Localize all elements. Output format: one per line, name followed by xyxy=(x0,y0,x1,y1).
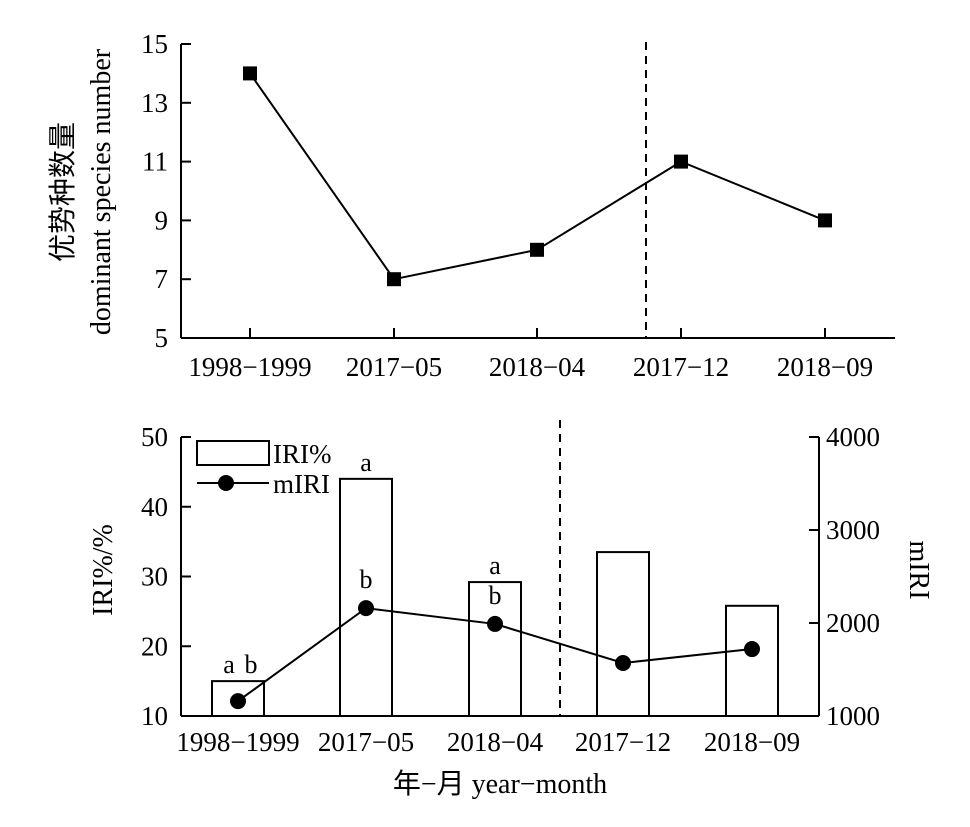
miri-point-2017-05 xyxy=(358,600,374,617)
left-ytick-label: 20 xyxy=(141,631,168,661)
top-ylabel-cn: 优势种数量 xyxy=(47,122,79,262)
left-ytick-label: 50 xyxy=(141,422,168,452)
legend-dot-miri xyxy=(218,475,234,491)
top-ytick-label: 7 xyxy=(155,264,169,294)
top-point-2017-12 xyxy=(674,154,688,169)
right-ytick-label: 4000 xyxy=(826,422,880,452)
miri-sig-label: b xyxy=(245,650,258,679)
bottom-xtick-label: 2018−04 xyxy=(447,727,544,757)
legend: IRI% mIRI xyxy=(196,439,331,499)
top-y-ticks: 5 7 9 11 13 15 xyxy=(141,29,191,353)
top-point-2017-05 xyxy=(387,272,401,287)
bottom-x-ticks: 1998−1999 2017−05 2018−04 2017−12 2018−09 xyxy=(176,727,800,757)
miri-point-1998-1999 xyxy=(230,693,246,710)
bottom-left-y-label: IRI%/% xyxy=(88,524,119,616)
iri-bar-2018-09 xyxy=(725,604,779,717)
ylabel-right: mIRI xyxy=(903,540,934,599)
bottom-left-ticks: 10 20 30 40 50 xyxy=(141,422,191,731)
bottom-xtick-label: 2018−09 xyxy=(704,727,800,757)
top-markers xyxy=(243,66,832,287)
top-xtick-label: 2018−09 xyxy=(777,352,873,382)
right-ytick-label: 2000 xyxy=(826,608,880,638)
bottom-xtick-label: 2017−05 xyxy=(318,727,414,757)
bottom-right-ticks: 1000 2000 3000 4000 xyxy=(809,422,880,731)
bottom-right-y-label: mIRI xyxy=(903,540,934,599)
iri-bar-2017-05 xyxy=(339,477,393,717)
x-axis-label: 年−月 year−month xyxy=(393,768,607,800)
miri-point-2017-12 xyxy=(615,654,631,671)
top-point-2018-09 xyxy=(818,213,832,228)
top-xtick-label: 2017−12 xyxy=(633,352,729,382)
top-point-2018-04 xyxy=(530,242,544,257)
iri-bar-2018-04 xyxy=(468,581,522,718)
top-xtick-label: 2018−04 xyxy=(489,352,586,382)
bottom-xtick-label: 2017−12 xyxy=(575,727,671,757)
miri-point-2018-04 xyxy=(487,615,503,632)
ylabel-left: IRI%/% xyxy=(88,524,119,616)
left-ytick-label: 30 xyxy=(141,562,168,592)
bottom-xtick-label: 1998−1999 xyxy=(176,727,299,757)
legend-label-miri: mIRI xyxy=(273,469,330,499)
mIRI-points xyxy=(230,600,760,710)
top-xtick-label: 2017−05 xyxy=(346,352,442,382)
legend-label-iri: IRI% xyxy=(273,439,331,469)
top-ylabel-en: dominant species number xyxy=(86,48,117,335)
iri-sig-label: a xyxy=(223,650,235,679)
top-ytick-label: 5 xyxy=(155,323,169,353)
miri-point-2018-09 xyxy=(744,641,760,658)
miri-sig-label: b xyxy=(360,565,373,594)
iri-bar-2017-12 xyxy=(596,551,650,718)
right-ytick-label: 3000 xyxy=(826,515,880,545)
legend-swatch-iri xyxy=(196,440,270,466)
left-ytick-label: 40 xyxy=(141,492,168,522)
iri-sig-label: a xyxy=(360,448,372,477)
iri-sig-label: a xyxy=(489,551,501,580)
bottom-panel: 10 20 30 40 50 1000 2000 3000 4000 1998−1999 201… xyxy=(88,420,934,800)
top-panel: 5 7 9 11 13 15 1998−1999 2017−05 2018−04 2017−12… xyxy=(47,29,895,382)
top-y-label: 优势种数量 dominant species number xyxy=(47,48,117,335)
top-ytick-label: 13 xyxy=(141,88,168,118)
top-point-1998-1999 xyxy=(243,66,257,81)
miri-sig-label: b xyxy=(489,581,502,610)
top-ytick-label: 15 xyxy=(141,29,168,59)
right-ytick-label: 1000 xyxy=(826,701,880,731)
top-ytick-label: 11 xyxy=(142,147,168,177)
left-ytick-label: 10 xyxy=(141,701,168,731)
top-xtick-label: 1998−1999 xyxy=(188,352,311,382)
top-ytick-label: 9 xyxy=(155,205,169,235)
top-x-ticks: 1998−1999 2017−05 2018−04 2017−12 2018−09 xyxy=(188,328,873,382)
